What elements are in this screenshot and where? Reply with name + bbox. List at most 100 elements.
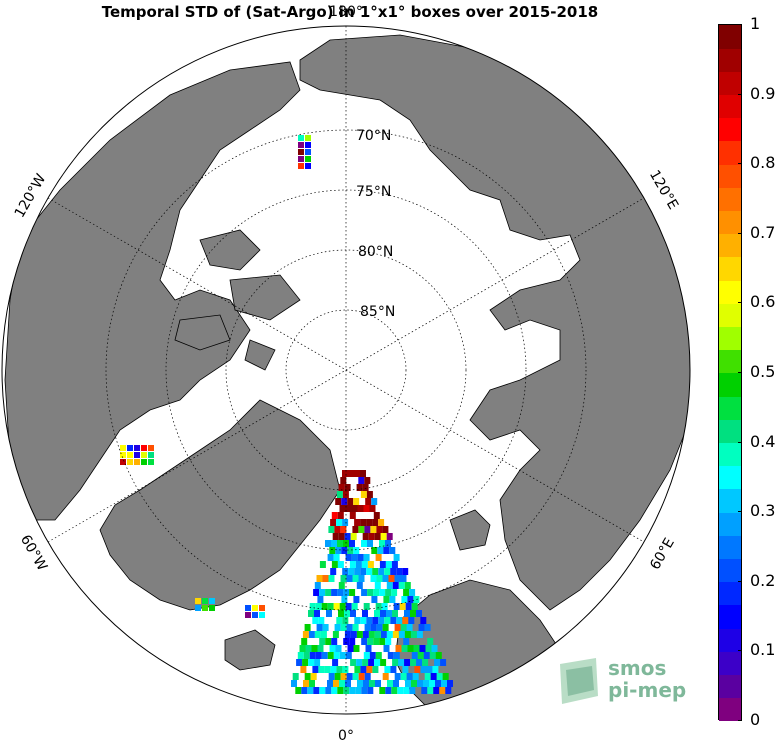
observation-box — [379, 687, 386, 694]
observation-box — [358, 477, 365, 484]
observation-box — [338, 610, 344, 617]
observation-box — [148, 459, 154, 465]
observation-box — [343, 589, 350, 596]
observation-box — [321, 603, 328, 610]
observation-box — [382, 624, 389, 631]
observation-box — [346, 673, 353, 680]
observation-box — [431, 645, 438, 652]
observation-box — [400, 673, 407, 680]
observation-box — [362, 610, 368, 617]
colorbar-segment — [719, 326, 741, 351]
observation-box — [393, 554, 400, 561]
colorbar-tick-label: 0.3 — [750, 501, 776, 521]
colorbar — [718, 24, 742, 722]
observation-box — [363, 652, 370, 659]
observation-box — [313, 589, 320, 596]
observation-box — [348, 568, 355, 575]
observation-box — [344, 533, 351, 540]
logo-emblem — [560, 658, 598, 704]
observation-box — [424, 673, 431, 680]
observation-box — [374, 610, 380, 617]
observation-box — [202, 605, 208, 611]
observation-box — [380, 610, 386, 617]
observation-box — [134, 445, 140, 451]
observation-box — [333, 652, 340, 659]
observation-box — [440, 659, 447, 666]
observation-box — [336, 519, 343, 526]
observation-box — [309, 680, 315, 687]
observation-box — [352, 526, 359, 533]
observation-box — [420, 617, 427, 624]
observation-box — [406, 673, 413, 680]
observation-box — [329, 547, 336, 554]
observation-box — [411, 680, 417, 687]
observation-box — [314, 659, 321, 666]
observation-box — [374, 659, 381, 666]
observation-box — [327, 554, 334, 561]
observation-box — [345, 554, 352, 561]
observation-box — [392, 582, 399, 589]
observation-box — [363, 505, 370, 512]
north-america-landmass — [4, 61, 301, 521]
observation-box — [366, 666, 373, 673]
observation-box — [296, 659, 303, 666]
colorbar-segment — [719, 419, 741, 444]
observation-box — [337, 687, 344, 694]
observation-box — [120, 459, 126, 465]
observation-box — [317, 645, 324, 652]
observation-box — [394, 673, 401, 680]
lat-label-75: 75°N — [356, 184, 391, 200]
observation-box — [298, 156, 304, 162]
observation-box — [363, 603, 370, 610]
observation-box — [422, 659, 429, 666]
observation-box — [364, 477, 371, 484]
observation-box — [331, 638, 338, 645]
observation-box — [322, 624, 329, 631]
observation-box — [340, 575, 347, 582]
observation-box — [339, 603, 346, 610]
observation-box — [367, 687, 374, 694]
observation-box — [127, 459, 133, 465]
colorbar-tick-label: 0.9 — [750, 83, 776, 103]
observation-box — [435, 680, 441, 687]
observation-box — [308, 631, 315, 638]
observation-box — [386, 533, 393, 540]
observation-box — [332, 659, 339, 666]
observation-box — [349, 540, 355, 547]
observation-box — [372, 617, 379, 624]
observation-box — [331, 561, 338, 568]
observation-box — [410, 631, 417, 638]
observation-box — [304, 624, 311, 631]
observation-box — [305, 135, 311, 141]
observation-box — [357, 554, 364, 561]
observation-box — [413, 645, 420, 652]
observation-box — [401, 596, 408, 603]
observation-box — [378, 617, 385, 624]
observation-box — [395, 645, 402, 652]
observation-box — [340, 526, 347, 533]
observation-box — [335, 645, 342, 652]
observation-box — [345, 680, 351, 687]
observation-box — [313, 687, 320, 694]
observation-box — [334, 624, 341, 631]
observation-box — [350, 631, 357, 638]
observation-box — [405, 603, 412, 610]
observation-box — [402, 666, 409, 673]
observation-box — [404, 631, 411, 638]
observation-box — [356, 582, 363, 589]
observation-box — [363, 680, 369, 687]
observation-box — [311, 645, 318, 652]
observation-box — [312, 666, 319, 673]
observation-box — [385, 687, 392, 694]
observation-box — [357, 680, 363, 687]
observation-box — [429, 652, 436, 659]
observation-box — [383, 645, 390, 652]
observation-box — [326, 610, 332, 617]
observation-box — [347, 498, 354, 505]
observation-box — [302, 631, 309, 638]
colorbar-segment — [719, 535, 741, 560]
observation-box — [417, 652, 424, 659]
colorbar-segment — [719, 303, 741, 328]
observation-box — [298, 149, 304, 155]
observation-box — [329, 645, 336, 652]
